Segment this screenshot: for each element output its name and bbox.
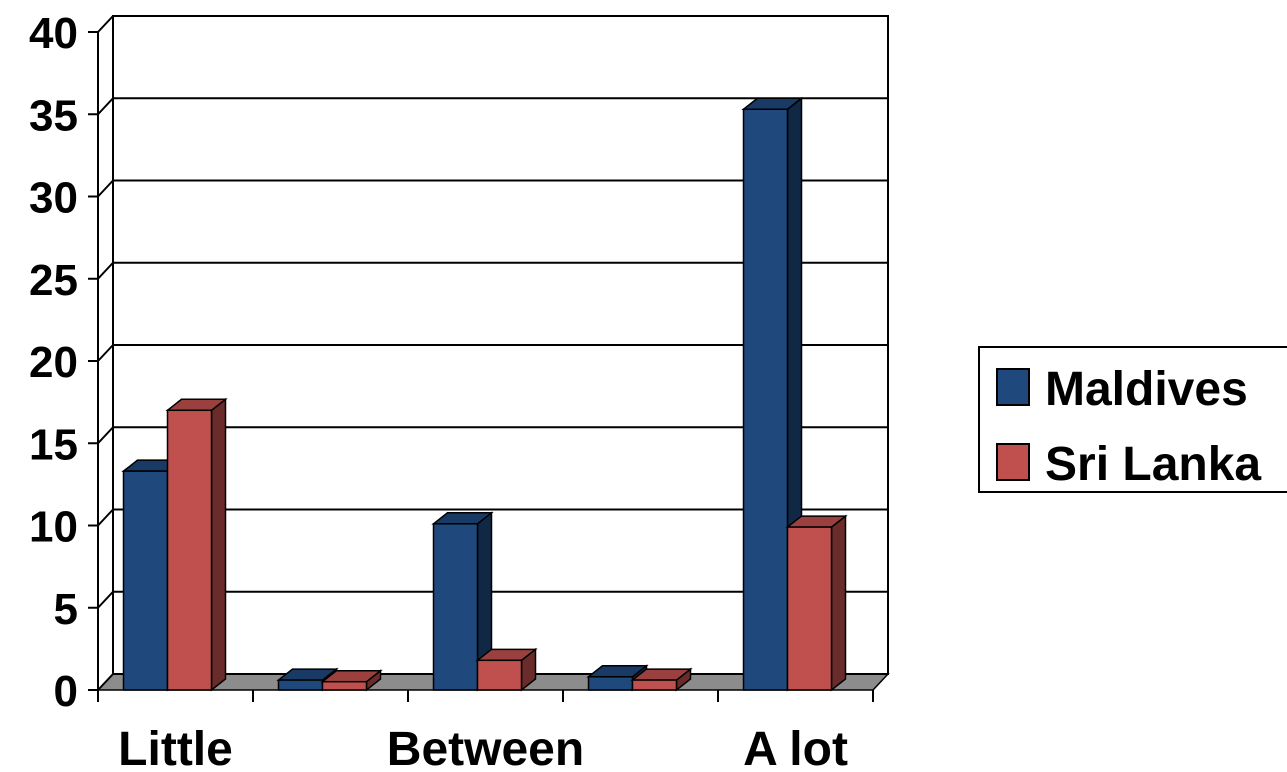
side-wall-grid — [97, 262, 114, 280]
y-tick-label: 40 — [29, 9, 78, 58]
y-tick-label: 10 — [29, 503, 78, 552]
side-wall-grid — [97, 344, 114, 362]
y-tick-label: 15 — [29, 420, 78, 469]
y-tick-labels: 0 5 10 15 20 25 30 35 40 — [29, 9, 78, 716]
side-wall-grid — [97, 97, 114, 115]
legend-box — [978, 346, 1287, 493]
bars — [121, 96, 848, 692]
side-wall-grid — [97, 179, 114, 198]
bar — [476, 659, 523, 691]
x-category-labels: Little Between A lot — [118, 723, 848, 772]
axes — [88, 31, 874, 702]
x-category-label: Between — [387, 723, 584, 772]
y-tick-label: 35 — [29, 91, 78, 140]
bar — [786, 526, 833, 691]
legend-label-sri-lanka: Sri Lanka — [1045, 438, 1261, 491]
bar — [432, 523, 479, 691]
side-wall-grid — [97, 15, 114, 33]
side-wall-grid — [97, 673, 114, 691]
side-wall-grid — [97, 508, 114, 527]
bar — [122, 470, 169, 691]
y-tick-label: 0 — [54, 667, 78, 716]
y-tick-label: 5 — [54, 585, 78, 634]
legend: Maldives Sri Lanka — [978, 346, 1287, 493]
side-wall-grid — [97, 591, 114, 609]
y-tick-label: 30 — [29, 174, 78, 223]
bar — [166, 409, 213, 691]
legend-swatch-sri-lanka — [996, 443, 1030, 481]
legend-swatch-maldives — [996, 368, 1030, 406]
bar-side — [830, 514, 847, 692]
bar — [587, 676, 634, 691]
bar — [742, 108, 789, 691]
y-tick-label: 25 — [29, 256, 78, 305]
side-wall-grid — [97, 426, 114, 444]
bar — [277, 679, 324, 691]
y-tick-label: 20 — [29, 338, 78, 387]
legend-label-maldives: Maldives — [1045, 363, 1248, 416]
x-category-label: A lot — [743, 723, 848, 772]
bar — [631, 679, 678, 691]
bar-side — [210, 397, 227, 692]
bar — [321, 680, 368, 691]
x-category-label: Little — [118, 723, 233, 772]
